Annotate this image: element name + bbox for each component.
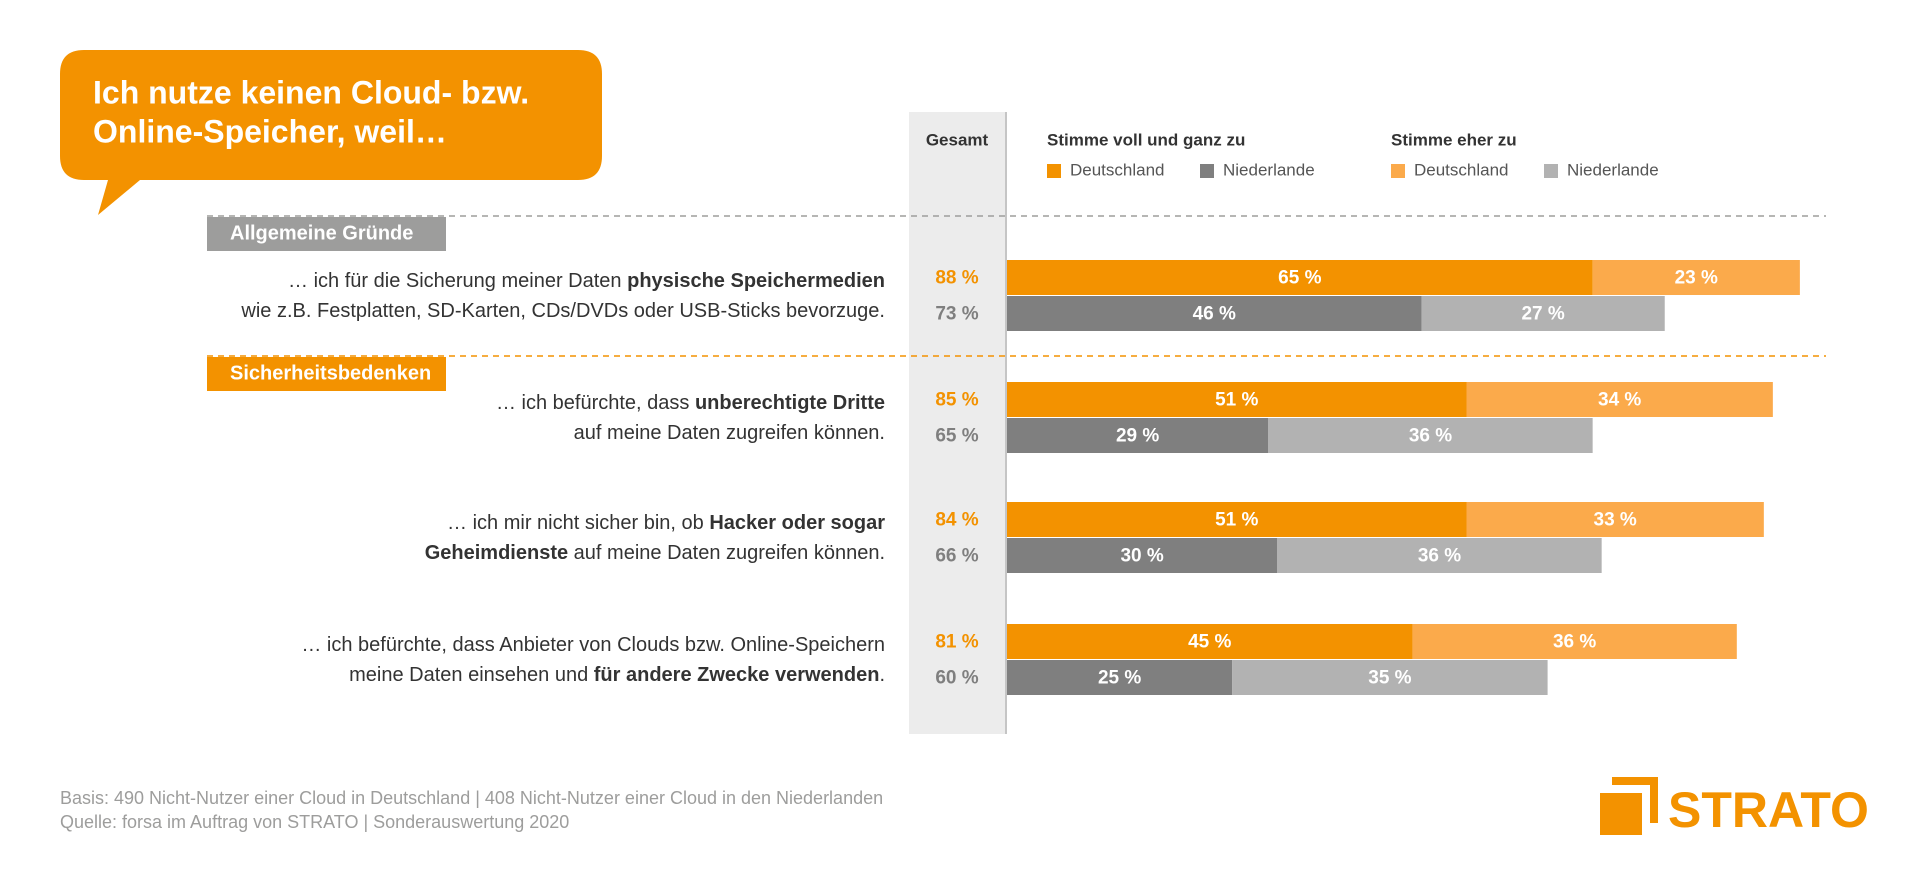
bar-segment — [1007, 382, 1467, 417]
category-label-run: unberechtigte Dritte — [695, 392, 885, 414]
bar-value-label: 27 % — [1521, 304, 1564, 325]
bar-segment — [1007, 624, 1413, 659]
category-label-run: . — [879, 664, 885, 686]
category-label-run: Geheimdienste — [425, 542, 568, 564]
bar-value-label: 33 % — [1594, 510, 1637, 531]
category-label: … ich für die Sicherung meiner Daten phy… — [288, 270, 885, 292]
logo-square — [1600, 793, 1642, 835]
bar-segment — [1277, 538, 1602, 573]
total-value: 85 % — [935, 390, 978, 411]
total-value: 65 % — [935, 426, 978, 447]
bar-value-label: 46 % — [1193, 304, 1236, 325]
total-value: 88 % — [935, 268, 978, 289]
category-label: meine Daten einsehen und für andere Zwec… — [349, 664, 885, 686]
legend-swatch — [1391, 164, 1405, 178]
logo: STRATO — [1600, 777, 1869, 838]
chart-title: Online-Speicher, weil… — [93, 113, 447, 149]
legend-group-title: Stimme eher zu — [1391, 130, 1517, 149]
bar-value-label: 51 % — [1215, 390, 1258, 411]
bar-value-label: 34 % — [1598, 390, 1641, 411]
section-label-bg — [207, 357, 446, 391]
bar-segment — [1007, 260, 1593, 295]
bar-value-label: 65 % — [1278, 268, 1321, 289]
chart-title: Ich nutze keinen Cloud- bzw. — [93, 74, 529, 110]
total-value: 60 % — [935, 668, 978, 689]
legend-swatch — [1200, 164, 1214, 178]
bar-segment — [1232, 660, 1548, 695]
category-label-run: auf meine Daten zugreifen können. — [574, 422, 885, 444]
bar-segment — [1466, 502, 1764, 537]
bar-value-label: 30 % — [1120, 546, 1163, 567]
category-label-run: … ich für die Sicherung meiner Daten — [288, 270, 627, 292]
bar-segment — [1007, 502, 1467, 537]
bar-value-label: 36 % — [1409, 426, 1452, 447]
logo-text: STRATO — [1668, 782, 1869, 838]
bar-segment — [1007, 538, 1278, 573]
bar-value-label: 35 % — [1368, 668, 1411, 689]
bar-value-label: 23 % — [1675, 268, 1718, 289]
bar-segment — [1592, 260, 1800, 295]
legend-label: Niederlande — [1567, 160, 1659, 179]
category-label-run: auf meine Daten zugreifen können. — [568, 542, 885, 564]
category-label-run: physische Speichermedien — [627, 270, 885, 292]
category-label-run: Hacker oder sogar — [709, 512, 885, 534]
bar-value-label: 29 % — [1116, 426, 1159, 447]
category-label: … ich befürchte, dass unberechtigte Drit… — [496, 392, 885, 414]
total-value: 73 % — [935, 304, 978, 325]
category-label: wie z.B. Festplatten, SD-Karten, CDs/DVD… — [240, 300, 885, 322]
category-label-run: meine Daten einsehen und — [349, 664, 594, 686]
logo-corner — [1612, 777, 1658, 823]
category-label: … ich mir nicht sicher bin, ob Hacker od… — [447, 512, 885, 534]
bar-value-label: 25 % — [1098, 668, 1141, 689]
total-value: 84 % — [935, 510, 978, 531]
category-label: auf meine Daten zugreifen können. — [574, 422, 885, 444]
category-label: … ich befürchte, dass Anbieter von Cloud… — [301, 634, 885, 656]
bar-segment — [1268, 418, 1593, 453]
bar-value-label: 36 % — [1418, 546, 1461, 567]
category-label-run: … ich befürchte, dass Anbieter von Cloud… — [301, 634, 885, 656]
section-label: Sicherheitsbedenken — [230, 362, 431, 384]
footnote: Basis: 490 Nicht-Nutzer einer Cloud in D… — [60, 788, 883, 808]
speech-bubble — [60, 50, 602, 215]
bar-segment — [1007, 418, 1269, 453]
category-label-run: … ich befürchte, dass — [496, 392, 695, 414]
bar-value-label: 45 % — [1188, 632, 1231, 653]
bar-value-label: 36 % — [1553, 632, 1596, 653]
legend-label: Deutschland — [1414, 160, 1509, 179]
category-label-run: … ich mir nicht sicher bin, ob — [447, 512, 709, 534]
bar-value-label: 51 % — [1215, 510, 1258, 531]
section-label-bg — [207, 217, 446, 251]
total-header: Gesamt — [926, 130, 989, 149]
bar-segment — [1412, 624, 1737, 659]
bar-segment — [1007, 660, 1233, 695]
legend-group-title: Stimme voll und ganz zu — [1047, 130, 1245, 149]
category-label-run: wie z.B. Festplatten, SD-Karten, CDs/DVD… — [240, 300, 885, 322]
total-value: 66 % — [935, 546, 978, 567]
bar-segment — [1421, 296, 1665, 331]
footnote: Quelle: forsa im Auftrag von STRATO | So… — [60, 812, 569, 832]
bar-segment — [1466, 382, 1773, 417]
bar-segment — [1007, 296, 1422, 331]
legend-swatch — [1047, 164, 1061, 178]
category-label-run: für andere Zwecke verwenden — [594, 664, 880, 686]
total-value: 81 % — [935, 632, 978, 653]
legend-label: Deutschland — [1070, 160, 1165, 179]
section-label: Allgemeine Gründe — [230, 222, 413, 244]
legend-label: Niederlande — [1223, 160, 1315, 179]
legend-swatch — [1544, 164, 1558, 178]
category-label: Geheimdienste auf meine Daten zugreifen … — [425, 542, 885, 564]
